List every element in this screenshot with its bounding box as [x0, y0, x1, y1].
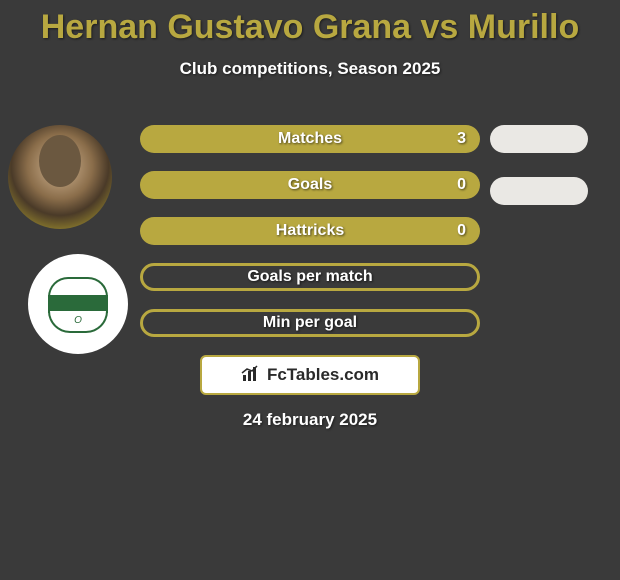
page-subtitle: Club competitions, Season 2025: [0, 59, 620, 79]
stat-row-min-per-goal: Min per goal: [140, 309, 480, 337]
brand-text: FcTables.com: [267, 365, 379, 385]
player1-avatar: [8, 125, 112, 229]
date-text: 24 february 2025: [0, 410, 620, 430]
stat-row-hattricks: Hattricks 0: [140, 217, 480, 245]
page-title: Hernan Gustavo Grana vs Murillo: [0, 0, 620, 47]
stat-label: Hattricks: [276, 222, 344, 240]
player2-avatar: O: [28, 254, 128, 354]
club-crest-icon: O: [48, 277, 108, 332]
stat-row-goals-per-match: Goals per match: [140, 263, 480, 291]
stat-value: 0: [457, 176, 466, 194]
branding-box: FcTables.com: [200, 355, 420, 395]
opponent-stats-column: [490, 125, 588, 229]
stat-label: Goals: [288, 176, 332, 194]
stat-value: 3: [457, 130, 466, 148]
avatars-column: O: [8, 125, 128, 354]
opponent-pill: [490, 125, 588, 153]
chart-icon: [241, 365, 261, 386]
opponent-pill: [490, 177, 588, 205]
stat-row-goals: Goals 0: [140, 171, 480, 199]
stat-label: Goals per match: [247, 268, 372, 286]
stats-list: Matches 3 Goals 0 Hattricks 0 Goals per …: [140, 125, 480, 355]
stat-row-matches: Matches 3: [140, 125, 480, 153]
stat-value: 0: [457, 222, 466, 240]
stat-label: Min per goal: [263, 314, 357, 332]
stat-label: Matches: [278, 130, 342, 148]
